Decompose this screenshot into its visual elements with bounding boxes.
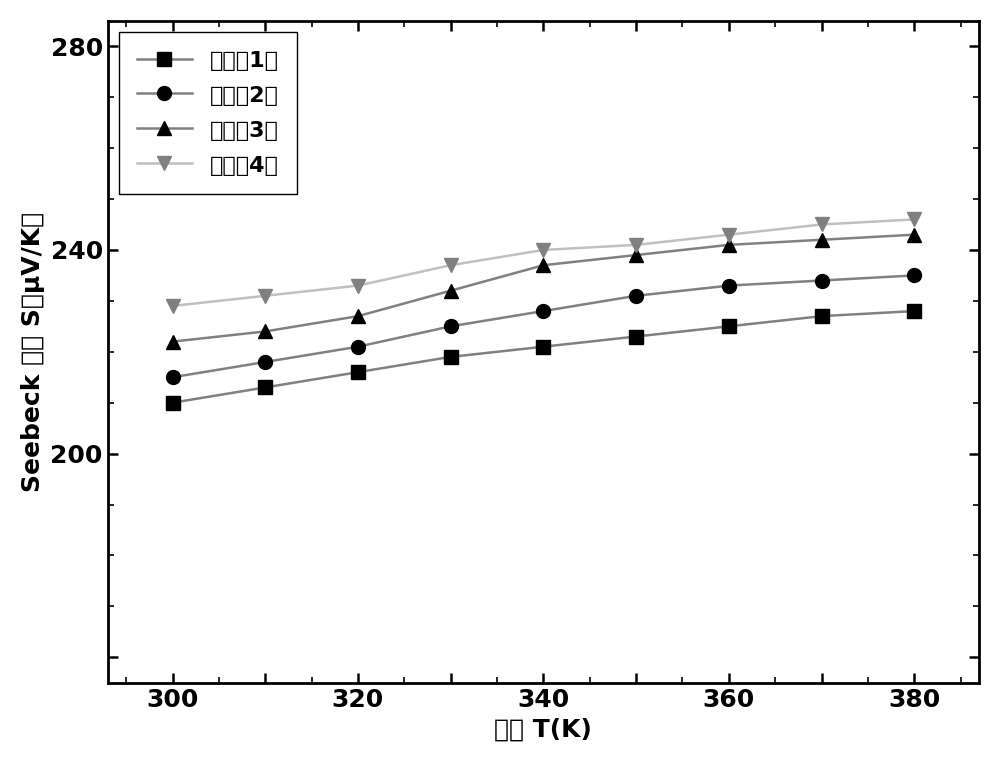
实施例4： [259,291,271,300]
实施例3： [723,240,735,249]
实施例4： [908,215,920,224]
实施例2： [723,281,735,290]
实施例2： [908,271,920,280]
实施例4： [352,281,364,290]
X-axis label: 温度 T(K): 温度 T(K) [494,717,592,741]
实施例4： [537,245,549,255]
Line: 实施例2：: 实施例2： [166,268,921,384]
实施例2： [816,276,828,285]
实施例2： [352,342,364,351]
实施例3： [445,286,457,295]
实施例3： [816,235,828,245]
实施例3： [630,251,642,260]
实施例1： [259,383,271,392]
实施例1： [908,306,920,315]
实施例4： [445,261,457,270]
实施例1： [723,322,735,331]
Line: 实施例3：: 实施例3： [166,228,921,348]
实施例3： [537,261,549,270]
实施例1： [352,367,364,376]
实施例4： [630,240,642,249]
实施例3： [167,337,179,346]
实施例4： [167,302,179,311]
实施例4： [816,220,828,229]
实施例3： [352,312,364,321]
实施例1： [445,352,457,361]
实施例2： [167,373,179,382]
Legend: 实施例1：, 实施例2：, 实施例3：, 实施例4：: 实施例1：, 实施例2：, 实施例3：, 实施例4： [119,32,297,194]
Line: 实施例4：: 实施例4： [166,213,921,313]
实施例1： [816,312,828,321]
实施例2： [630,291,642,300]
Line: 实施例1：: 实施例1： [166,304,921,410]
实施例3： [259,327,271,336]
实施例4： [723,230,735,239]
实施例1： [537,342,549,351]
实施例3： [908,230,920,239]
Y-axis label: Seebeck 系数 S（μV/K）: Seebeck 系数 S（μV/K） [21,212,45,491]
实施例1： [630,332,642,341]
实施例1： [167,398,179,407]
实施例2： [537,306,549,315]
实施例2： [259,357,271,367]
实施例2： [445,322,457,331]
